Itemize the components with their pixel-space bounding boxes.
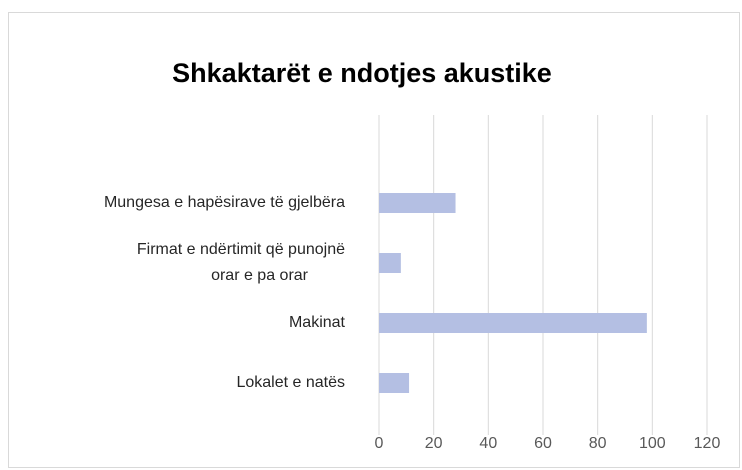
x-tick-label: 0 xyxy=(375,435,384,452)
x-tick-label: 60 xyxy=(534,435,552,452)
chart-border xyxy=(8,12,740,468)
x-tick-label: 120 xyxy=(694,435,721,452)
bar xyxy=(379,193,456,213)
bar xyxy=(379,373,410,393)
chart-title: Shkaktarët e ndotjes akustike xyxy=(172,58,552,88)
x-tick-label: 20 xyxy=(425,435,443,452)
y-tick-label: Firmat e ndërtimit që punojnë orar e pa o… xyxy=(137,241,345,284)
x-tick-label: 40 xyxy=(479,435,497,452)
x-tick-label: 80 xyxy=(589,435,607,452)
x-tick-label: 100 xyxy=(639,435,666,452)
y-tick-label: Mungesa e hapësirave të gjelbëra xyxy=(104,194,345,211)
y-tick-label: Lokalet e natës xyxy=(236,374,345,391)
y-tick-label: Makinat xyxy=(289,314,346,331)
bar xyxy=(379,253,401,273)
bar xyxy=(379,313,647,333)
